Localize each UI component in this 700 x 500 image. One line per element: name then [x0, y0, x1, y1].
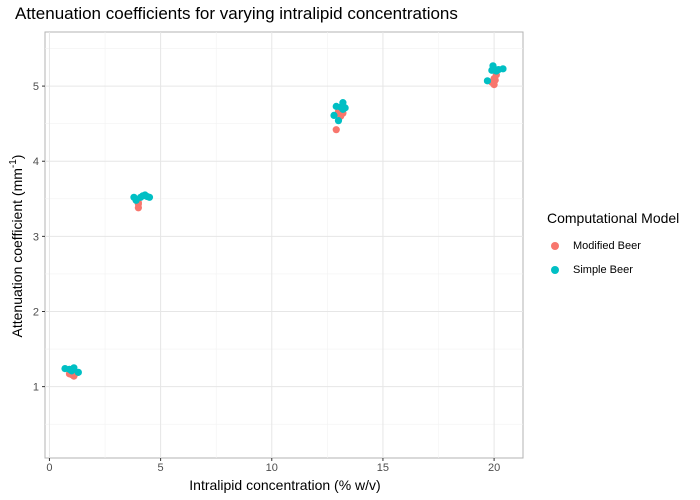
y-axis-title: Attenuation coefficient (mm-1)	[8, 155, 25, 338]
legend-label-modified-beer: Modified Beer	[573, 240, 641, 252]
data-point	[330, 111, 338, 119]
series-simple-beer	[61, 62, 507, 376]
data-point	[332, 126, 340, 134]
x-tick-label: 10	[266, 462, 278, 474]
data-point	[145, 193, 154, 201]
x-tick-label: 15	[377, 462, 389, 474]
x-axis-title: Intralipid concentration (% w/v)	[189, 477, 380, 493]
legend-title: Computational Model	[547, 210, 680, 226]
x-tick-label: 5	[158, 462, 164, 474]
data-point	[334, 117, 343, 125]
legend-swatch-simple-beer	[551, 266, 559, 274]
y-tick-label: 5	[33, 81, 39, 93]
legend-item-simple-beer: Simple Beer	[547, 258, 679, 282]
legend-item-modified-beer: Modified Beer	[547, 234, 679, 258]
x-tick-labels: 0 5 10 15 20	[46, 462, 500, 474]
y-axis-title-close: )	[9, 155, 25, 160]
data-point	[483, 77, 492, 85]
y-tick-label: 2	[33, 306, 39, 318]
chart-title: Attenuation coefficients for varying int…	[15, 4, 458, 23]
legend-swatch-modified-beer	[551, 242, 559, 250]
data-point	[499, 65, 507, 73]
major-gridlines	[45, 32, 523, 458]
data-point	[68, 367, 76, 375]
y-tick-label: 3	[33, 231, 39, 243]
y-tick-labels: 1 2 3 4 5	[33, 81, 39, 394]
y-axis-title-superscript: -1	[8, 159, 19, 168]
x-tick-label: 20	[488, 462, 500, 474]
data-point	[339, 105, 347, 113]
legend-label-simple-beer: Simple Beer	[573, 264, 633, 276]
axis-ticks	[42, 85, 495, 461]
data-point	[491, 76, 499, 84]
y-tick-label: 4	[33, 156, 39, 168]
legend: Computational Model Modified Beer Simple…	[547, 210, 679, 282]
data-point	[492, 67, 500, 75]
data-point	[74, 368, 82, 376]
y-axis-title-main: Attenuation coefficient (mm	[9, 168, 25, 337]
plot-panel	[44, 31, 524, 459]
y-tick-label: 1	[33, 382, 39, 394]
x-tick-label: 0	[46, 462, 52, 474]
